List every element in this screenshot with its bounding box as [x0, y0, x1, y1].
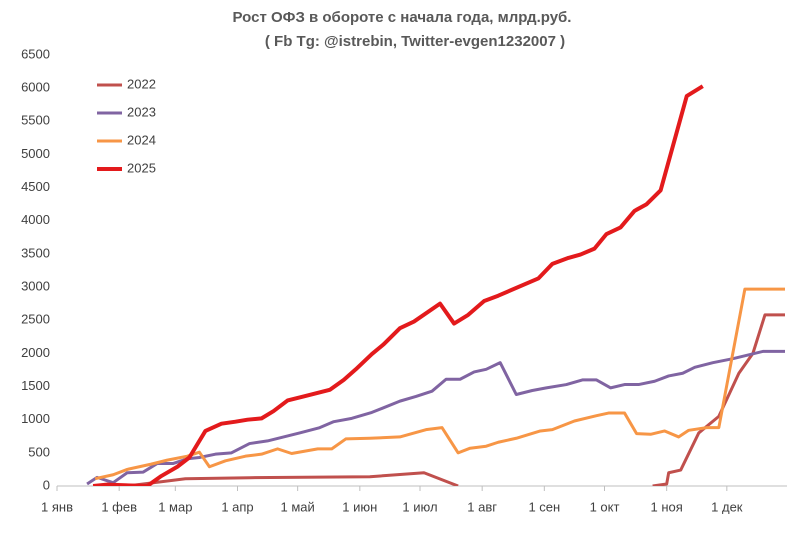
- x-tick-label: 1 авг: [467, 499, 497, 514]
- y-tick-label: 500: [28, 444, 50, 459]
- x-tick-label: 1 апр: [221, 499, 253, 514]
- y-tick-label: 4000: [21, 212, 50, 227]
- x-tick-label: 1 июл: [402, 499, 437, 514]
- x-tick-label: 1 дек: [711, 499, 743, 514]
- y-tick-label: 3500: [21, 245, 50, 260]
- chart-title: Рост ОФЗ в обороте с начала года, млрд.р…: [233, 9, 572, 26]
- x-tick-label: 1 ноя: [651, 499, 683, 514]
- x-tick-label: 1 сен: [528, 499, 560, 514]
- y-tick-label: 2000: [21, 345, 50, 360]
- y-tick-label: 3000: [21, 279, 50, 294]
- y-tick-label: 5000: [21, 146, 50, 161]
- chart-subtitle: ( Fb Tg: @istrebin, Twitter-evgen1232007…: [265, 33, 565, 50]
- y-tick-label: 0: [43, 477, 50, 492]
- legend-label: 2024: [127, 132, 156, 147]
- y-tick-label: 5500: [21, 113, 50, 128]
- series-line: [92, 84, 704, 486]
- y-tick-label: 2500: [21, 312, 50, 327]
- x-tick-label: 1 июн: [342, 499, 377, 514]
- x-tick-label: 1 окт: [590, 499, 620, 514]
- y-tick-label: 6500: [21, 46, 50, 61]
- series-line: [94, 287, 785, 481]
- x-tick-label: 1 май: [281, 499, 315, 514]
- series-line: [127, 313, 785, 486]
- y-tick-label: 6000: [21, 80, 50, 95]
- legend-label: 2025: [127, 160, 156, 175]
- y-tick-label: 1000: [21, 411, 50, 426]
- series-line: [86, 349, 785, 486]
- y-tick-label: 1500: [21, 378, 50, 393]
- x-tick-label: 1 мар: [158, 499, 192, 514]
- x-tick-label: 1 янв: [41, 499, 73, 514]
- x-tick-label: 1 фев: [101, 499, 137, 514]
- legend-label: 2023: [127, 104, 156, 119]
- legend-label: 2022: [127, 76, 156, 91]
- y-tick-label: 4500: [21, 179, 50, 194]
